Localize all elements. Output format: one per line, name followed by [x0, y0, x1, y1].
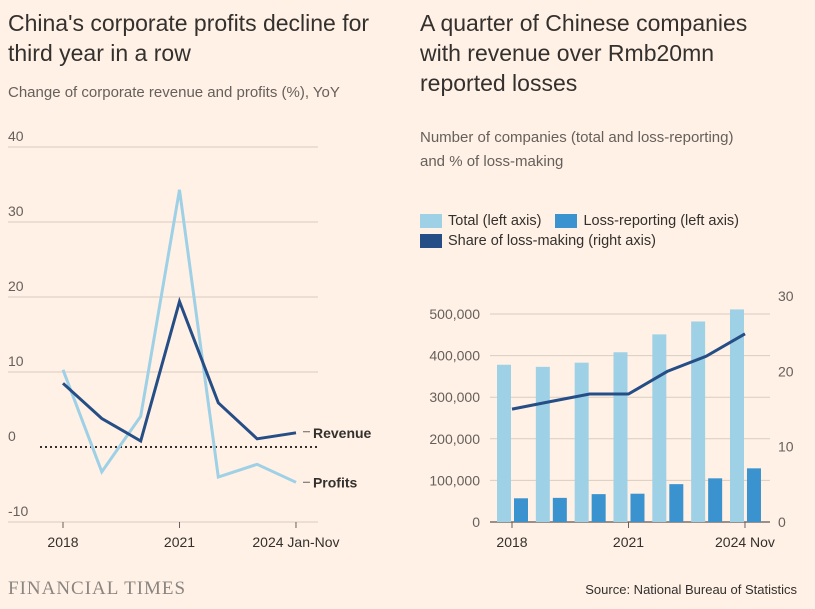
y2-tick-label: 30: [778, 288, 794, 304]
ft-logo: FINANCIAL TIMES: [8, 578, 187, 599]
x-tick-label: 2018: [496, 534, 527, 550]
legend-share-label: Share of loss-making (right axis): [448, 233, 656, 249]
left-title-line2: third year in a row: [8, 40, 191, 66]
legend-loss: Loss-reporting (left axis): [555, 213, 739, 229]
left-line-chart: -10 0 10 20 30 40 2018 2021 2024 Jan-Nov Profits R…: [8, 128, 372, 550]
y-tick-label: -10: [8, 503, 28, 519]
y-tick-label: 300,000: [429, 389, 480, 405]
right-chart-legend: Total (left axis) Loss-reporting (left a…: [420, 213, 810, 249]
y-tick-label: 40: [8, 128, 24, 144]
y-tick-label: 20: [8, 278, 24, 294]
bar-total: [613, 352, 628, 522]
series-line-revenue: [61, 296, 297, 444]
bar-total: [535, 366, 550, 522]
y-tick-label: 30: [8, 203, 24, 219]
share-line: [511, 332, 746, 411]
y2-tick-label: 20: [778, 363, 794, 379]
legend-total-label: Total (left axis): [448, 213, 542, 229]
bar-loss: [708, 478, 723, 522]
bar-total: [691, 321, 706, 522]
legend-share-swatch: [420, 234, 442, 248]
bar-total: [497, 364, 511, 522]
bar-total: [574, 362, 589, 522]
x-tick-label: 2024 Nov: [715, 534, 775, 550]
left-chart-subtitle: Change of corporate revenue and profits …: [8, 84, 340, 101]
y-tick-label: 200,000: [429, 431, 480, 447]
x-tick-label: 2024 Jan-Nov: [252, 534, 339, 550]
series-line-profits: [61, 189, 297, 484]
y-tick-label: 10: [8, 353, 24, 369]
y-tick-label: 500,000: [429, 306, 480, 322]
legend-share: Share of loss-making (right axis): [420, 233, 656, 249]
left-chart-title: China's corporate profits decline for th…: [8, 8, 398, 68]
right-chart-title: A quarter of Chinese companies with reve…: [420, 8, 810, 98]
right-chart-header: A quarter of Chinese companies with reve…: [420, 8, 810, 174]
legend-loss-label: Loss-reporting (left axis): [583, 213, 740, 229]
source-note: Source: National Bureau of Statistics: [585, 582, 797, 597]
legend-total-swatch: [420, 214, 442, 228]
y2-tick-label: 10: [778, 439, 794, 455]
bar-loss: [552, 497, 567, 522]
y-tick-label: 100,000: [429, 472, 480, 488]
y-tick-label: 0: [8, 428, 16, 444]
left-chart-header: China's corporate profits decline for th…: [8, 8, 398, 105]
series-label-profits: Profits: [313, 474, 358, 490]
x-tick-label: 2021: [613, 534, 644, 550]
y-tick-label: 0: [472, 514, 480, 530]
bar-total: [729, 309, 744, 522]
series-label-revenue: Revenue: [313, 425, 372, 441]
right-title-line3: reported losses: [420, 70, 578, 96]
y2-tick-label: 0: [778, 514, 786, 530]
right-subtitle-line2: and % of loss-making: [420, 153, 564, 170]
x-tick-label: 2021: [164, 534, 195, 550]
bar-loss: [591, 494, 606, 522]
right-bar-chart: 0 100,000 200,000 300,000 400,000 500,000 0 10 2…: [429, 288, 793, 550]
right-title-line2: with revenue over Rmb20mn: [420, 40, 715, 66]
legend-total: Total (left axis): [420, 213, 541, 229]
legend-loss-swatch: [555, 214, 578, 228]
right-chart-subtitle: Number of companies (total and loss-repo…: [420, 126, 810, 174]
left-title-line1: China's corporate profits decline for: [8, 10, 370, 36]
bar-loss: [514, 498, 528, 522]
bar-loss: [630, 493, 645, 522]
bar-loss: [746, 468, 761, 522]
x-tick-label: 2018: [47, 534, 78, 550]
bar-total: [652, 334, 667, 522]
y-tick-label: 400,000: [429, 348, 480, 364]
right-subtitle-line1: Number of companies (total and loss-repo…: [420, 129, 734, 146]
right-title-line1: A quarter of Chinese companies: [420, 10, 748, 36]
bar-loss: [669, 484, 684, 522]
